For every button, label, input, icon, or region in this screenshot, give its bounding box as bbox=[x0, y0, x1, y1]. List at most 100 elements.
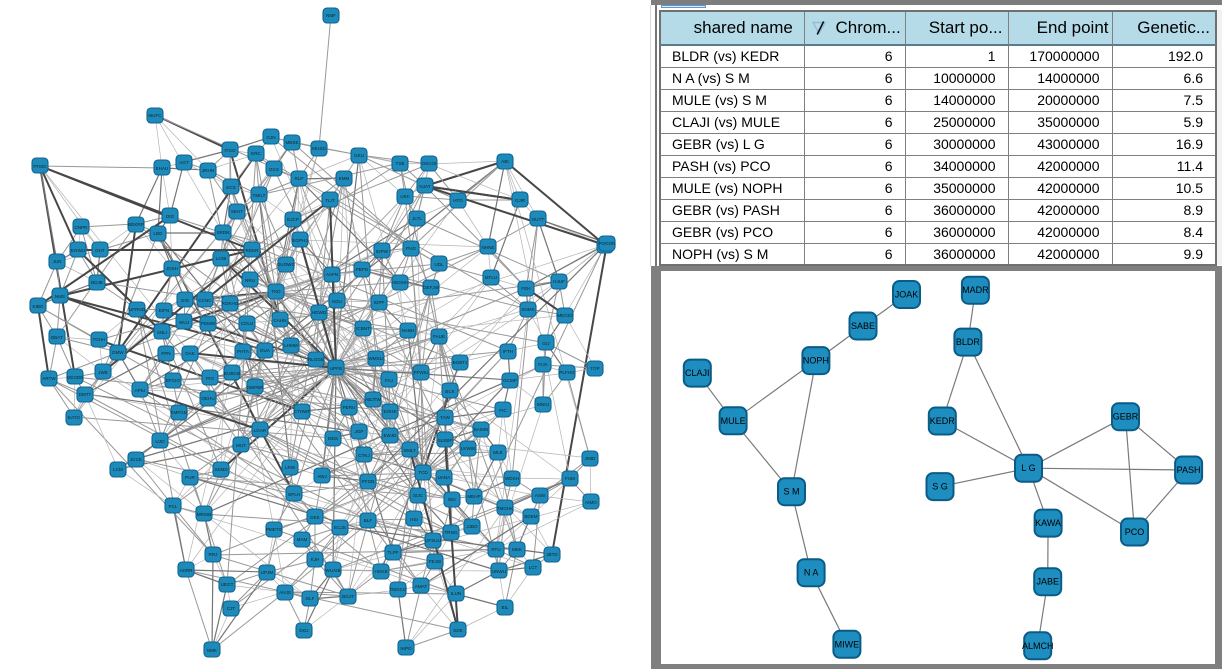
svg-text:FIC: FIC bbox=[499, 408, 507, 413]
svg-text:DMTT: DMTT bbox=[79, 392, 92, 397]
svg-text:EFCIO: EFCIO bbox=[166, 378, 180, 383]
svg-text:GCMP: GCMP bbox=[503, 378, 517, 383]
svg-text:LKWW: LKWW bbox=[461, 446, 476, 451]
svg-text:EGPHJ: EGPHJ bbox=[292, 238, 307, 243]
svg-text:GJN: GJN bbox=[266, 135, 275, 140]
svg-text:HJUF: HJUF bbox=[553, 279, 565, 284]
svg-text:PBPG: PBPG bbox=[356, 267, 369, 272]
svg-text:PFGB: PFGB bbox=[362, 479, 375, 484]
svg-text:SIJC: SIJC bbox=[413, 493, 424, 498]
svg-text:TOP: TOP bbox=[590, 366, 599, 371]
svg-text:ASW: ASW bbox=[535, 493, 546, 498]
svg-text:UDL: UDL bbox=[434, 262, 444, 267]
svg-text:KJH: KJH bbox=[311, 557, 320, 562]
svg-text:DOJ: DOJ bbox=[299, 628, 308, 633]
svg-text:GHT: GHT bbox=[95, 248, 105, 253]
svg-text:TMILT: TMILT bbox=[253, 193, 266, 198]
svg-text:SRDN: SRDN bbox=[216, 230, 229, 235]
svg-text:KEDR: KEDR bbox=[930, 416, 956, 426]
svg-text:IFTH: IFTH bbox=[503, 349, 513, 354]
svg-text:ABJTW: ABJTW bbox=[365, 397, 381, 402]
svg-text:SNLI: SNLI bbox=[157, 330, 167, 335]
svg-text:UIHI: UIHI bbox=[400, 194, 409, 199]
svg-text:OLF: OLF bbox=[306, 596, 315, 601]
svg-text:DUOWG: DUOWG bbox=[277, 262, 296, 267]
svg-text:AWJ: AWJ bbox=[317, 474, 327, 479]
svg-text:GIJ: GIJ bbox=[542, 341, 549, 346]
svg-text:FEJW: FEJW bbox=[429, 559, 442, 564]
svg-text:HDWD: HDWD bbox=[312, 310, 327, 315]
svg-text:PUG: PUG bbox=[406, 246, 416, 251]
svg-text:NMF: NMF bbox=[326, 13, 336, 18]
svg-text:MKK: MKK bbox=[512, 547, 523, 552]
svg-text:OEHU: OEHU bbox=[201, 396, 214, 401]
svg-text:TMGHK: TMGHK bbox=[497, 506, 515, 511]
svg-text:MBSE: MBSE bbox=[285, 140, 298, 145]
svg-text:HTO: HTO bbox=[453, 198, 463, 203]
svg-text:BAIMN: BAIMN bbox=[474, 427, 489, 432]
svg-text:MAM: MAM bbox=[297, 537, 308, 542]
svg-text:POGON: POGON bbox=[598, 241, 615, 246]
svg-text:ADRR: ADRR bbox=[179, 568, 193, 573]
svg-text:MDS: MDS bbox=[328, 436, 338, 441]
svg-text:RTU: RTU bbox=[491, 547, 500, 552]
svg-text:TKD: TKD bbox=[271, 289, 281, 294]
svg-text:S M: S M bbox=[783, 487, 799, 497]
svg-text:BDJB: BDJB bbox=[91, 280, 103, 285]
svg-text:BGBTJ: BGBTJ bbox=[453, 360, 468, 365]
svg-text:RLGGE: RLGGE bbox=[308, 357, 324, 362]
svg-text:ABI: ABI bbox=[501, 159, 508, 164]
svg-text:EJCP: EJCP bbox=[287, 217, 299, 222]
svg-text:MUSD: MUSD bbox=[312, 146, 326, 151]
svg-text:CLAJI: CLAJI bbox=[685, 368, 710, 378]
svg-text:OIG: OIG bbox=[166, 214, 175, 219]
svg-text:JRHN: JRHN bbox=[202, 168, 214, 173]
svg-text:BBAT: BBAT bbox=[51, 335, 63, 340]
svg-text:MIWE: MIWE bbox=[835, 639, 860, 649]
svg-text:FFWIU: FFWIU bbox=[414, 370, 429, 375]
svg-text:TCD: TCD bbox=[418, 470, 428, 475]
svg-text:GKU: GKU bbox=[354, 153, 364, 158]
svg-text:WUAIB: WUAIB bbox=[325, 568, 340, 573]
svg-text:ARTW: ARTW bbox=[42, 376, 56, 381]
svg-text:ECJS: ECJS bbox=[334, 525, 346, 530]
svg-text:LCT: LCT bbox=[529, 565, 538, 570]
svg-text:PTMG: PTMG bbox=[33, 164, 47, 169]
svg-text:HOOHH: HOOHH bbox=[391, 280, 408, 285]
svg-text:UFSUU: UFSUU bbox=[425, 538, 441, 543]
svg-text:DKK: DKK bbox=[310, 515, 320, 520]
svg-text:JDSH: JDSH bbox=[166, 266, 178, 271]
svg-text:LCNI: LCNI bbox=[216, 256, 226, 261]
svg-text:DUA: DUA bbox=[260, 348, 271, 353]
svg-text:LHMM: LHMM bbox=[284, 343, 298, 348]
svg-text:TAW: TAW bbox=[440, 415, 450, 420]
svg-text:PCL: PCL bbox=[169, 504, 178, 509]
svg-text:UFRND: UFRND bbox=[129, 307, 146, 312]
svg-text:NMS: NMS bbox=[55, 294, 65, 299]
svg-text:LRW: LRW bbox=[285, 465, 296, 470]
svg-text:UJO: UJO bbox=[155, 439, 165, 444]
svg-text:SABE: SABE bbox=[851, 321, 875, 331]
svg-text:JLTL: JLTL bbox=[412, 216, 422, 221]
svg-text:BGJT: BGJT bbox=[342, 594, 354, 599]
svg-text:MUT: MUT bbox=[236, 443, 246, 448]
svg-text:WUJ: WUJ bbox=[179, 320, 189, 325]
svg-text:IGPF: IGPF bbox=[374, 300, 385, 305]
svg-text:TMGCO: TMGCO bbox=[389, 587, 407, 592]
svg-text:PDMW: PDMW bbox=[201, 321, 216, 326]
svg-text:BIL: BIL bbox=[502, 605, 509, 610]
svg-text:APIU: APIU bbox=[135, 388, 146, 393]
svg-text:FPN: FPN bbox=[161, 351, 170, 356]
svg-text:KIBO: KIBO bbox=[33, 304, 44, 309]
svg-text:UANA: UANA bbox=[438, 475, 452, 480]
svg-text:ROKHG: ROKHG bbox=[222, 301, 239, 306]
svg-text:GCS: GCS bbox=[269, 167, 279, 172]
svg-text:ALMCH: ALMCH bbox=[1022, 641, 1054, 651]
svg-text:LBG: LBG bbox=[153, 231, 163, 236]
svg-text:JBTD: JBTD bbox=[546, 552, 558, 557]
svg-text:OUTT: OUTT bbox=[532, 217, 545, 222]
svg-text:SSMD: SSMD bbox=[214, 467, 228, 472]
svg-text:CJT: CJT bbox=[227, 606, 236, 611]
svg-text:KMFGM: KMFGM bbox=[170, 410, 187, 415]
svg-text:GEBR: GEBR bbox=[1113, 412, 1139, 422]
